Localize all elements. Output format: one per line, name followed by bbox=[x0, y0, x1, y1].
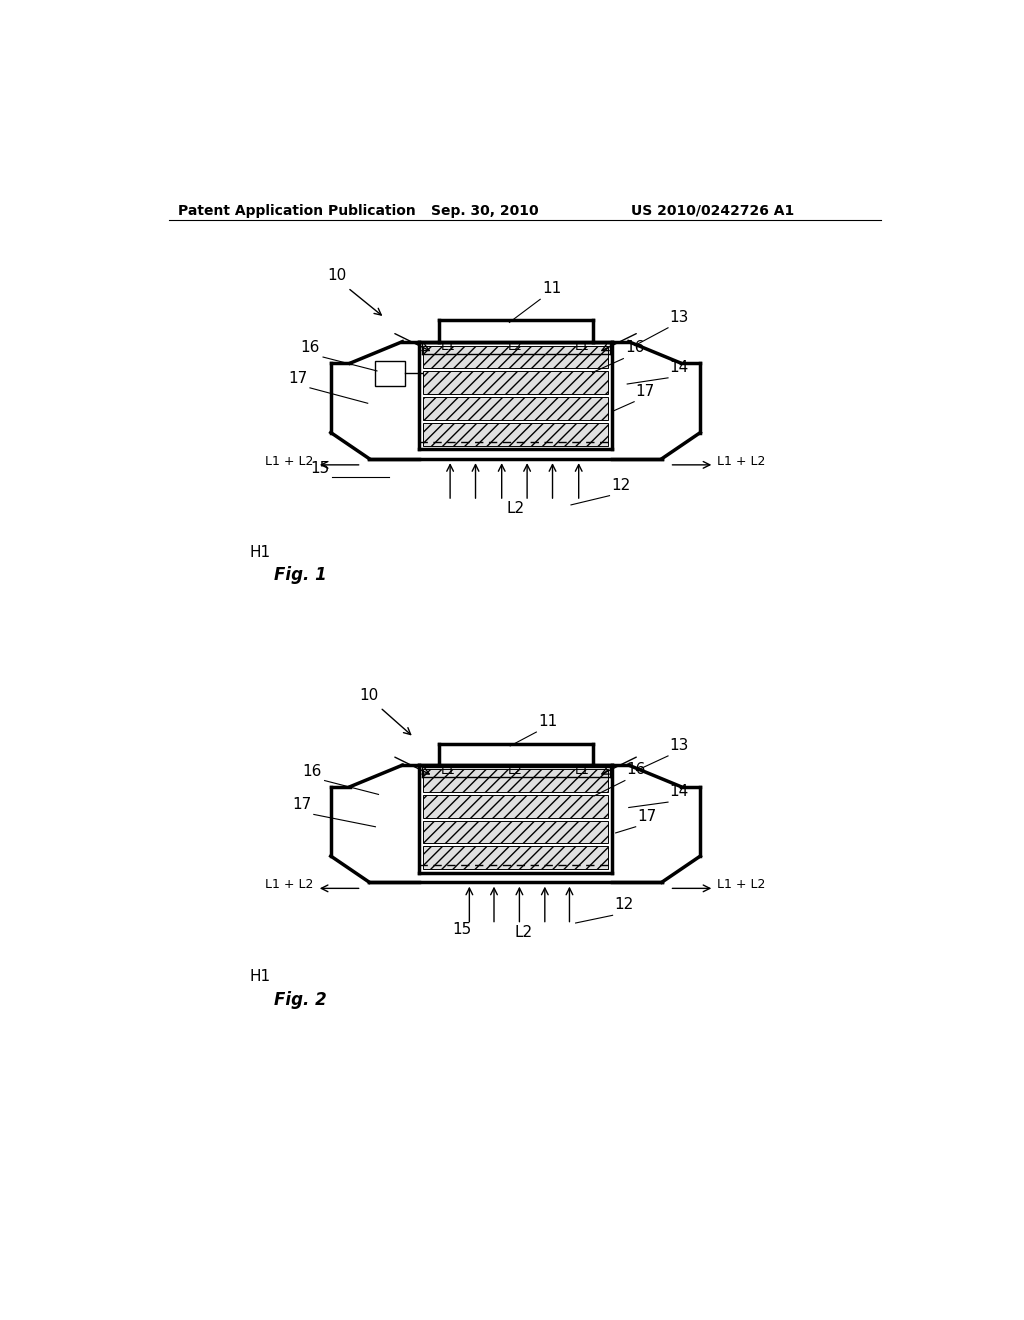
Text: 11: 11 bbox=[539, 714, 558, 729]
Text: 16: 16 bbox=[625, 341, 644, 355]
Text: 14: 14 bbox=[670, 784, 689, 799]
Text: L2: L2 bbox=[508, 341, 523, 354]
Text: 17: 17 bbox=[289, 371, 307, 387]
Text: Fig. 1: Fig. 1 bbox=[273, 566, 327, 585]
Text: L2: L2 bbox=[514, 925, 532, 940]
Bar bbox=[423, 422, 608, 446]
Text: L2: L2 bbox=[507, 502, 524, 516]
Text: 13: 13 bbox=[670, 738, 689, 752]
Text: L1: L1 bbox=[441, 341, 456, 354]
Text: L1: L1 bbox=[575, 341, 590, 354]
Text: L1: L1 bbox=[575, 764, 590, 776]
Text: L1 + L2: L1 + L2 bbox=[717, 878, 766, 891]
Text: 16: 16 bbox=[627, 763, 646, 777]
Text: 17: 17 bbox=[292, 797, 311, 812]
Text: L1: L1 bbox=[441, 764, 456, 776]
Text: H1: H1 bbox=[250, 969, 270, 983]
Text: 15: 15 bbox=[452, 921, 471, 937]
Text: L1 + L2: L1 + L2 bbox=[265, 455, 313, 467]
Text: 17: 17 bbox=[636, 384, 655, 399]
Bar bbox=[423, 795, 608, 817]
Bar bbox=[423, 346, 608, 368]
Text: 12: 12 bbox=[614, 898, 634, 912]
Bar bbox=[423, 821, 608, 843]
Text: 14: 14 bbox=[670, 360, 689, 375]
Text: L1 + L2: L1 + L2 bbox=[265, 878, 313, 891]
Text: 10: 10 bbox=[328, 268, 346, 282]
Text: 10: 10 bbox=[359, 688, 379, 702]
Text: 11: 11 bbox=[543, 281, 562, 296]
Text: 17: 17 bbox=[637, 809, 656, 824]
Text: L1 + L2: L1 + L2 bbox=[717, 455, 766, 467]
Text: 13: 13 bbox=[670, 310, 689, 325]
Text: H1: H1 bbox=[250, 545, 270, 560]
Text: 16: 16 bbox=[302, 764, 322, 779]
Text: 12: 12 bbox=[611, 478, 631, 492]
Text: Sep. 30, 2010: Sep. 30, 2010 bbox=[431, 203, 539, 218]
Text: US 2010/0242726 A1: US 2010/0242726 A1 bbox=[631, 203, 795, 218]
Bar bbox=[423, 397, 608, 420]
Text: L2: L2 bbox=[508, 764, 523, 776]
Text: 16: 16 bbox=[301, 341, 319, 355]
Text: 15: 15 bbox=[310, 461, 330, 475]
Bar bbox=[375, 362, 406, 385]
Text: Patent Application Publication: Patent Application Publication bbox=[178, 203, 416, 218]
Bar bbox=[423, 770, 608, 792]
Text: Fig. 2: Fig. 2 bbox=[273, 991, 327, 1010]
Bar bbox=[423, 846, 608, 869]
Bar bbox=[423, 371, 608, 395]
